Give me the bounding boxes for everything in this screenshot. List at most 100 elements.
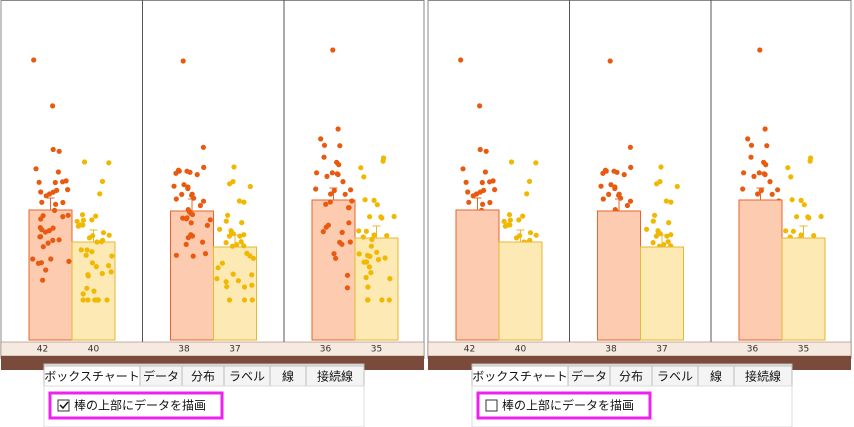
data-point <box>490 178 496 184</box>
data-point <box>806 215 812 221</box>
data-point <box>200 239 206 245</box>
data-point <box>321 142 328 148</box>
data-point <box>104 297 110 303</box>
data-point <box>78 222 84 228</box>
data-point <box>740 186 746 192</box>
count-label: 40 <box>515 345 527 355</box>
data-point <box>85 273 91 279</box>
data-point <box>60 214 66 220</box>
data-point <box>244 250 250 256</box>
count-label: 36 <box>747 345 759 355</box>
data-points <box>214 164 256 303</box>
data-point <box>339 229 345 235</box>
count-label: 42 <box>37 345 48 355</box>
data-point <box>616 192 622 198</box>
checkbox[interactable] <box>57 399 70 412</box>
data-point <box>318 136 324 142</box>
data-point <box>520 213 526 219</box>
tab-label[interactable]: 分布 <box>191 370 215 384</box>
tab-label[interactable]: 分布 <box>619 370 643 384</box>
tab-label[interactable]: ボックスチャート <box>44 370 140 384</box>
data-point <box>39 199 45 205</box>
data-point <box>93 264 99 270</box>
data-point <box>45 240 51 246</box>
tab-label[interactable]: ボックスチャート <box>472 370 568 384</box>
data-point <box>368 243 374 249</box>
data-point <box>241 243 247 249</box>
data-point <box>790 228 797 234</box>
data-point <box>375 257 382 263</box>
data-point <box>807 158 813 164</box>
chart-panel: 42 40 38 37 36 35 ボックスチャート データ 分布 ラベル 線 接続線棒の上部にデータ… <box>0 0 425 427</box>
data-point <box>56 148 62 154</box>
data-point <box>241 297 248 303</box>
data-point <box>345 205 352 211</box>
data-point <box>668 232 674 238</box>
data-point <box>665 239 671 245</box>
data-point <box>250 255 256 261</box>
tab-label[interactable]: データ <box>571 369 607 384</box>
tab-label[interactable]: 接続線 <box>745 369 781 384</box>
data-point <box>219 260 225 266</box>
tab-label[interactable]: 線 <box>282 369 294 384</box>
data-point <box>217 226 223 232</box>
data-point <box>356 228 362 234</box>
data-point <box>379 297 385 303</box>
data-point <box>369 236 375 242</box>
data-point <box>650 240 656 246</box>
data-point <box>241 199 247 205</box>
data-point <box>331 187 337 194</box>
data-point <box>227 181 233 187</box>
data-point <box>658 164 664 170</box>
checkbox-label[interactable]: 棒の上部にデータを描画 <box>74 398 206 413</box>
data-point <box>180 58 186 64</box>
data-point <box>761 159 767 165</box>
data-point <box>207 217 213 223</box>
data-point <box>173 196 179 202</box>
tab-label[interactable]: ラベル <box>229 370 265 384</box>
data-point <box>363 274 369 281</box>
bar <box>455 209 500 341</box>
data-point <box>365 297 371 303</box>
data-point <box>785 165 791 171</box>
data-point <box>39 227 45 233</box>
bar <box>213 246 257 341</box>
data-point <box>492 187 498 193</box>
count-label: 40 <box>88 345 100 355</box>
data-point <box>361 259 367 265</box>
bar <box>498 241 543 341</box>
data-point <box>811 233 817 239</box>
data-point <box>344 285 350 291</box>
tab-label[interactable]: ラベル <box>657 370 693 384</box>
data-point <box>228 228 234 234</box>
data-point <box>80 297 86 303</box>
data-point <box>106 232 112 238</box>
tab-label[interactable]: 接続線 <box>317 369 353 384</box>
data-points <box>356 155 397 303</box>
bar <box>354 237 399 341</box>
data-point <box>386 297 392 303</box>
data-point <box>356 251 362 257</box>
data-points <box>171 58 213 259</box>
data-point <box>374 249 380 255</box>
data-point <box>600 196 606 202</box>
data-point <box>188 220 194 226</box>
data-point <box>42 229 49 235</box>
data-point <box>225 212 231 218</box>
checkbox[interactable] <box>485 399 498 412</box>
data-point <box>783 228 789 234</box>
data-point <box>337 143 343 149</box>
data-point <box>524 191 530 197</box>
data-point <box>175 167 182 173</box>
count-label: 35 <box>371 345 382 355</box>
tab-label[interactable]: データ <box>143 369 179 384</box>
count-label: 37 <box>656 345 667 355</box>
data-point <box>80 217 86 223</box>
data-point <box>480 201 486 207</box>
data-point <box>171 183 177 189</box>
tab-label[interactable]: 線 <box>710 369 722 384</box>
data-point <box>501 218 507 224</box>
data-point <box>346 220 352 226</box>
data-point <box>479 179 485 186</box>
checkbox-label[interactable]: 棒の上部にデータを描画 <box>502 398 634 413</box>
